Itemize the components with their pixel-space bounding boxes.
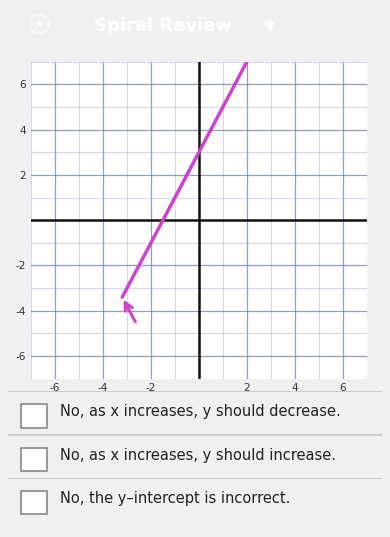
FancyBboxPatch shape <box>21 448 47 471</box>
Bar <box>8 434 382 436</box>
Text: No, as x increases, y should increase.: No, as x increases, y should increase. <box>60 447 337 462</box>
Text: ▼: ▼ <box>265 20 275 33</box>
Text: No, the y–intercept is incorrect.: No, the y–intercept is incorrect. <box>60 491 291 506</box>
Text: y = -2x + 1: y = -2x + 1 <box>147 81 243 99</box>
FancyBboxPatch shape <box>21 404 47 427</box>
FancyBboxPatch shape <box>21 491 47 514</box>
Text: Does the graph show this rule?: Does the graph show this rule? <box>76 66 314 81</box>
Bar <box>8 478 382 479</box>
Bar <box>8 391 382 393</box>
Text: No, as x increases, y should decrease.: No, as x increases, y should decrease. <box>60 404 341 419</box>
Text: ☉: ☉ <box>27 12 51 40</box>
Text: Spiral Review: Spiral Review <box>94 17 232 35</box>
